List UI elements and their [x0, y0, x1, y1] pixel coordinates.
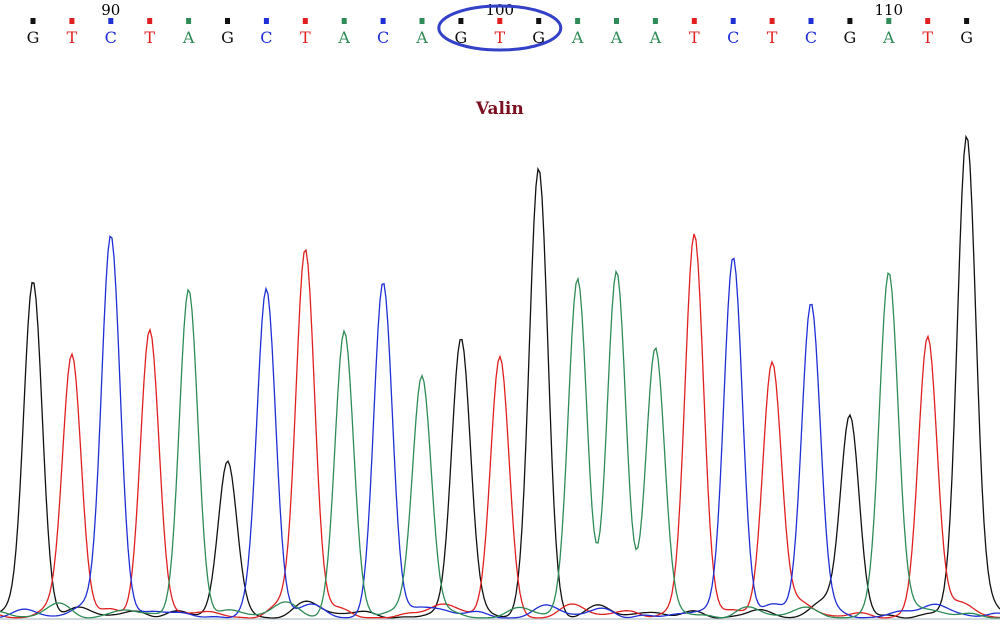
position-label: 90: [101, 1, 120, 19]
base-marker: [302, 18, 308, 24]
base-letter: T: [767, 28, 778, 47]
base-marker: [263, 18, 269, 24]
base-letter: C: [105, 28, 117, 47]
trace-layer: [0, 134, 1000, 619]
base-marker: [575, 18, 581, 24]
base-letter: G: [455, 28, 468, 47]
trace-A: [0, 269, 1000, 619]
base-letter: G: [532, 28, 545, 47]
base-letter: A: [182, 28, 195, 47]
base-marker: [614, 18, 619, 24]
highlighted-codon-outline: [437, 4, 563, 52]
base-letter: A: [610, 28, 623, 47]
annotation-label: Valin: [475, 99, 524, 119]
trace-C: [0, 234, 1000, 619]
base-letter: C: [377, 28, 389, 47]
base-letter: T: [689, 28, 700, 47]
base-letter: C: [260, 28, 272, 47]
base-letter: G: [27, 28, 40, 47]
base-marker: [69, 18, 75, 24]
base-letter: T: [67, 28, 78, 47]
base-letter: G: [221, 28, 234, 47]
position-label: 100: [485, 1, 514, 19]
base-letter: T: [922, 28, 933, 47]
base-marker: [730, 18, 736, 24]
base-letter: T: [300, 28, 311, 47]
base-marker: [886, 18, 892, 24]
base-marker: [691, 18, 697, 24]
base-letter: A: [415, 28, 428, 47]
base-marker: [341, 18, 347, 24]
base-marker: [419, 18, 425, 24]
base-marker: [652, 18, 658, 24]
base-marker: [536, 18, 542, 24]
base-marker: [147, 18, 153, 24]
base-marker: [225, 18, 230, 24]
base-letter: T: [144, 28, 155, 47]
base-marker: [769, 18, 775, 24]
base-marker: [497, 18, 503, 24]
base-letter: A: [649, 28, 662, 47]
base-letter: G: [960, 28, 973, 47]
position-labels: 90 100 110: [101, 1, 903, 19]
base-marker: [30, 18, 36, 24]
base-letter: T: [494, 28, 505, 47]
base-marker: [964, 18, 970, 24]
base-marker: [808, 18, 814, 24]
base-marker: [380, 18, 386, 24]
position-label: 110: [874, 1, 903, 19]
base-marker: [186, 18, 192, 24]
base-letter: A: [337, 28, 350, 47]
base-letter: A: [571, 28, 584, 47]
base-letter: C: [727, 28, 739, 47]
base-letter: C: [805, 28, 817, 47]
trace-T: [0, 233, 1000, 619]
base-marker: [458, 18, 464, 24]
base-letter: A: [882, 28, 895, 47]
base-call-markers: [30, 18, 970, 24]
base-marker: [108, 18, 114, 24]
base-marker: [925, 18, 931, 24]
base-letter: G: [844, 28, 857, 47]
base-marker: [847, 18, 853, 24]
